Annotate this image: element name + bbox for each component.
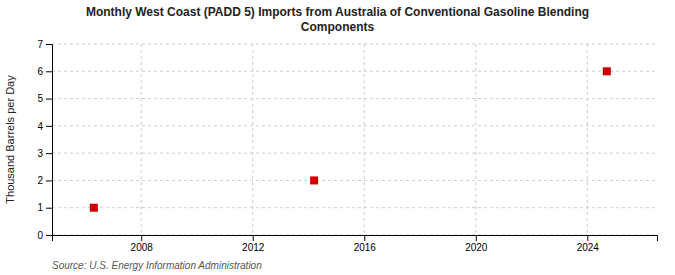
x-tick-mark [364,235,365,241]
x-tick-mark [587,235,588,241]
point [90,204,98,212]
y-grid-line [52,125,657,126]
y-tick-label: 2 [37,175,43,186]
y-tick: 5 [37,93,52,104]
y-grid-line [52,71,657,72]
x-tick: 2016 [354,235,377,253]
x-tick-label: 2008 [131,242,154,253]
x-tick: 2020 [465,235,488,253]
x-tick-label: 2024 [577,242,600,253]
title-line: Components [301,20,375,34]
y-grid-line [52,153,657,154]
x-axis: 2008 2012 2016 2020 2024 [53,235,658,253]
x-axis-line [53,236,658,242]
y-grid-line [52,207,657,208]
x-tick-mark [141,235,142,241]
y-tick-label: 0 [37,230,43,241]
x-tick-mark [476,235,477,241]
x-tick-label: 2016 [354,242,377,253]
y-tick-mark [46,208,52,209]
source-note: Source: U.S. Energy Information Administ… [52,260,262,271]
grid [52,44,657,235]
x-tick: 2008 [131,235,154,253]
point [310,176,318,184]
y-tick-label: 6 [37,66,43,77]
x-tick: 2012 [242,235,265,253]
x-grid-line [141,44,142,235]
x-grid-line [252,44,253,235]
points [90,67,611,211]
title: Monthly West Coast (PADD 5) Imports from… [86,5,589,34]
y-tick: 1 [37,202,52,213]
y-tick: 6 [37,66,52,77]
point [603,67,611,75]
y-tick-mark [46,153,52,154]
y-grid-line [52,44,657,45]
title-line: Monthly West Coast (PADD 5) Imports from… [86,5,589,19]
y-tick-mark [46,99,52,100]
y-tick-label: 5 [37,93,43,104]
y-tick: 4 [37,121,52,132]
y-grid-line [52,98,657,99]
y-tick-label: 7 [37,39,43,50]
y-tick-mark [46,44,52,45]
x-tick: 2024 [577,235,600,253]
y-tick: 0 [37,230,52,241]
y-tick: 2 [37,175,52,186]
y-tick-mark [46,126,52,127]
y-tick: 3 [37,148,52,159]
x-tick-mark [253,235,254,241]
x-grid-line [475,44,476,235]
y-axis: 0 1 2 3 4 5 6 7 [37,39,52,241]
y-axis-label: Thousand Barrels per Day [4,75,16,204]
y-tick-label: 3 [37,148,43,159]
x-tick-label: 2020 [465,242,488,253]
x-grid-line [587,44,588,235]
y-grid-line [52,180,657,181]
y-tick-mark [46,180,52,181]
y-tick-mark [46,235,52,236]
x-grid-line [364,44,365,235]
x-tick-label: 2012 [242,242,265,253]
y-tick-label: 4 [37,121,43,132]
y-tick-label: 1 [37,202,43,213]
y-axis-line [46,45,53,236]
y-tick-mark [46,71,52,72]
plot-area: 2008 2012 2016 2020 2024 0 1 2 3 4 5 6 7 [37,39,657,253]
chart: Monthly West Coast (PADD 5) Imports from… [0,0,675,275]
y-tick: 7 [37,39,52,50]
